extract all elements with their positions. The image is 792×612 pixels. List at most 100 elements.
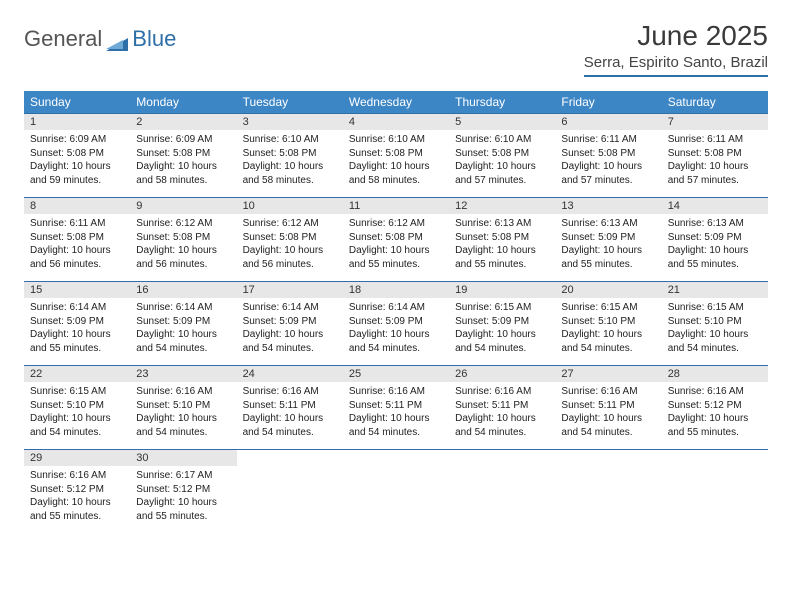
day-line-sr: Sunrise: 6:15 AM xyxy=(30,385,124,399)
day-line-d1: Daylight: 10 hours xyxy=(349,412,443,426)
day-line-ss: Sunset: 5:09 PM xyxy=(668,231,762,245)
day-cell xyxy=(555,450,661,534)
day-number: 26 xyxy=(449,366,555,382)
dayhead-wed: Wednesday xyxy=(343,91,449,114)
day-details: Sunrise: 6:16 AMSunset: 5:11 PMDaylight:… xyxy=(555,382,661,449)
day-line-sr: Sunrise: 6:09 AM xyxy=(30,133,124,147)
day-cell: 10Sunrise: 6:12 AMSunset: 5:08 PMDayligh… xyxy=(237,198,343,282)
day-number: 8 xyxy=(24,198,130,214)
day-cell xyxy=(237,450,343,534)
month-title: June 2025 xyxy=(584,20,768,52)
day-line-sr: Sunrise: 6:14 AM xyxy=(349,301,443,315)
day-header-row: Sunday Monday Tuesday Wednesday Thursday… xyxy=(24,91,768,114)
day-number: 23 xyxy=(130,366,236,382)
week-row: 22Sunrise: 6:15 AMSunset: 5:10 PMDayligh… xyxy=(24,366,768,450)
calendar-body: 1Sunrise: 6:09 AMSunset: 5:08 PMDaylight… xyxy=(24,114,768,534)
day-line-ss: Sunset: 5:09 PM xyxy=(349,315,443,329)
day-line-d2: and 54 minutes. xyxy=(243,342,337,356)
day-line-d2: and 59 minutes. xyxy=(30,174,124,188)
day-cell: 4Sunrise: 6:10 AMSunset: 5:08 PMDaylight… xyxy=(343,114,449,198)
day-number: 9 xyxy=(130,198,236,214)
day-number: 4 xyxy=(343,114,449,130)
day-line-ss: Sunset: 5:09 PM xyxy=(136,315,230,329)
day-line-ss: Sunset: 5:09 PM xyxy=(561,231,655,245)
day-number: 18 xyxy=(343,282,449,298)
day-line-ss: Sunset: 5:08 PM xyxy=(136,231,230,245)
day-line-ss: Sunset: 5:11 PM xyxy=(349,399,443,413)
day-line-d2: and 56 minutes. xyxy=(243,258,337,272)
day-cell: 26Sunrise: 6:16 AMSunset: 5:11 PMDayligh… xyxy=(449,366,555,450)
day-line-d2: and 54 minutes. xyxy=(136,426,230,440)
dayhead-tue: Tuesday xyxy=(237,91,343,114)
day-line-sr: Sunrise: 6:09 AM xyxy=(136,133,230,147)
day-line-ss: Sunset: 5:10 PM xyxy=(668,315,762,329)
day-number: 25 xyxy=(343,366,449,382)
day-line-d2: and 54 minutes. xyxy=(30,426,124,440)
day-line-d2: and 55 minutes. xyxy=(349,258,443,272)
day-cell: 15Sunrise: 6:14 AMSunset: 5:09 PMDayligh… xyxy=(24,282,130,366)
day-line-ss: Sunset: 5:12 PM xyxy=(136,483,230,497)
day-line-d1: Daylight: 10 hours xyxy=(30,412,124,426)
logo-word-blue: Blue xyxy=(132,26,176,52)
day-details: Sunrise: 6:13 AMSunset: 5:08 PMDaylight:… xyxy=(449,214,555,281)
day-line-d1: Daylight: 10 hours xyxy=(668,160,762,174)
day-line-d2: and 54 minutes. xyxy=(561,426,655,440)
day-line-sr: Sunrise: 6:15 AM xyxy=(668,301,762,315)
day-line-d2: and 57 minutes. xyxy=(455,174,549,188)
day-line-ss: Sunset: 5:12 PM xyxy=(668,399,762,413)
day-cell: 7Sunrise: 6:11 AMSunset: 5:08 PMDaylight… xyxy=(662,114,768,198)
day-line-d1: Daylight: 10 hours xyxy=(349,160,443,174)
week-row: 1Sunrise: 6:09 AMSunset: 5:08 PMDaylight… xyxy=(24,114,768,198)
day-line-d1: Daylight: 10 hours xyxy=(136,496,230,510)
day-line-sr: Sunrise: 6:10 AM xyxy=(349,133,443,147)
day-details: Sunrise: 6:11 AMSunset: 5:08 PMDaylight:… xyxy=(555,130,661,197)
day-line-d2: and 55 minutes. xyxy=(136,510,230,524)
day-line-d1: Daylight: 10 hours xyxy=(561,160,655,174)
day-line-d1: Daylight: 10 hours xyxy=(668,412,762,426)
day-cell: 2Sunrise: 6:09 AMSunset: 5:08 PMDaylight… xyxy=(130,114,236,198)
day-line-ss: Sunset: 5:11 PM xyxy=(455,399,549,413)
day-line-ss: Sunset: 5:11 PM xyxy=(243,399,337,413)
day-line-ss: Sunset: 5:08 PM xyxy=(243,147,337,161)
day-number: 30 xyxy=(130,450,236,466)
day-number: 14 xyxy=(662,198,768,214)
day-details: Sunrise: 6:16 AMSunset: 5:11 PMDaylight:… xyxy=(237,382,343,449)
day-cell: 22Sunrise: 6:15 AMSunset: 5:10 PMDayligh… xyxy=(24,366,130,450)
day-number: 27 xyxy=(555,366,661,382)
day-details: Sunrise: 6:16 AMSunset: 5:12 PMDaylight:… xyxy=(24,466,130,533)
day-line-ss: Sunset: 5:11 PM xyxy=(561,399,655,413)
day-cell: 21Sunrise: 6:15 AMSunset: 5:10 PMDayligh… xyxy=(662,282,768,366)
day-line-d1: Daylight: 10 hours xyxy=(668,244,762,258)
day-line-d2: and 56 minutes. xyxy=(30,258,124,272)
day-line-ss: Sunset: 5:08 PM xyxy=(30,147,124,161)
day-line-d1: Daylight: 10 hours xyxy=(455,412,549,426)
day-line-sr: Sunrise: 6:16 AM xyxy=(349,385,443,399)
day-line-d2: and 55 minutes. xyxy=(30,510,124,524)
day-cell: 18Sunrise: 6:14 AMSunset: 5:09 PMDayligh… xyxy=(343,282,449,366)
day-line-sr: Sunrise: 6:15 AM xyxy=(455,301,549,315)
day-cell: 5Sunrise: 6:10 AMSunset: 5:08 PMDaylight… xyxy=(449,114,555,198)
day-line-ss: Sunset: 5:08 PM xyxy=(349,231,443,245)
header-right: June 2025 Serra, Espirito Santo, Brazil xyxy=(584,20,768,77)
day-details: Sunrise: 6:13 AMSunset: 5:09 PMDaylight:… xyxy=(662,214,768,281)
day-line-ss: Sunset: 5:09 PM xyxy=(30,315,124,329)
week-row: 15Sunrise: 6:14 AMSunset: 5:09 PMDayligh… xyxy=(24,282,768,366)
day-number: 6 xyxy=(555,114,661,130)
day-line-d2: and 54 minutes. xyxy=(455,342,549,356)
day-line-d2: and 54 minutes. xyxy=(668,342,762,356)
day-details: Sunrise: 6:16 AMSunset: 5:10 PMDaylight:… xyxy=(130,382,236,449)
day-cell: 13Sunrise: 6:13 AMSunset: 5:09 PMDayligh… xyxy=(555,198,661,282)
day-line-ss: Sunset: 5:08 PM xyxy=(243,231,337,245)
day-cell xyxy=(662,450,768,534)
day-line-d2: and 54 minutes. xyxy=(561,342,655,356)
dayhead-sun: Sunday xyxy=(24,91,130,114)
day-details: Sunrise: 6:09 AMSunset: 5:08 PMDaylight:… xyxy=(130,130,236,197)
day-cell: 12Sunrise: 6:13 AMSunset: 5:08 PMDayligh… xyxy=(449,198,555,282)
day-line-sr: Sunrise: 6:12 AM xyxy=(243,217,337,231)
day-number: 22 xyxy=(24,366,130,382)
day-line-d2: and 55 minutes. xyxy=(455,258,549,272)
day-details: Sunrise: 6:15 AMSunset: 5:10 PMDaylight:… xyxy=(24,382,130,449)
day-line-d2: and 55 minutes. xyxy=(30,342,124,356)
day-line-ss: Sunset: 5:12 PM xyxy=(30,483,124,497)
day-line-d2: and 54 minutes. xyxy=(243,426,337,440)
